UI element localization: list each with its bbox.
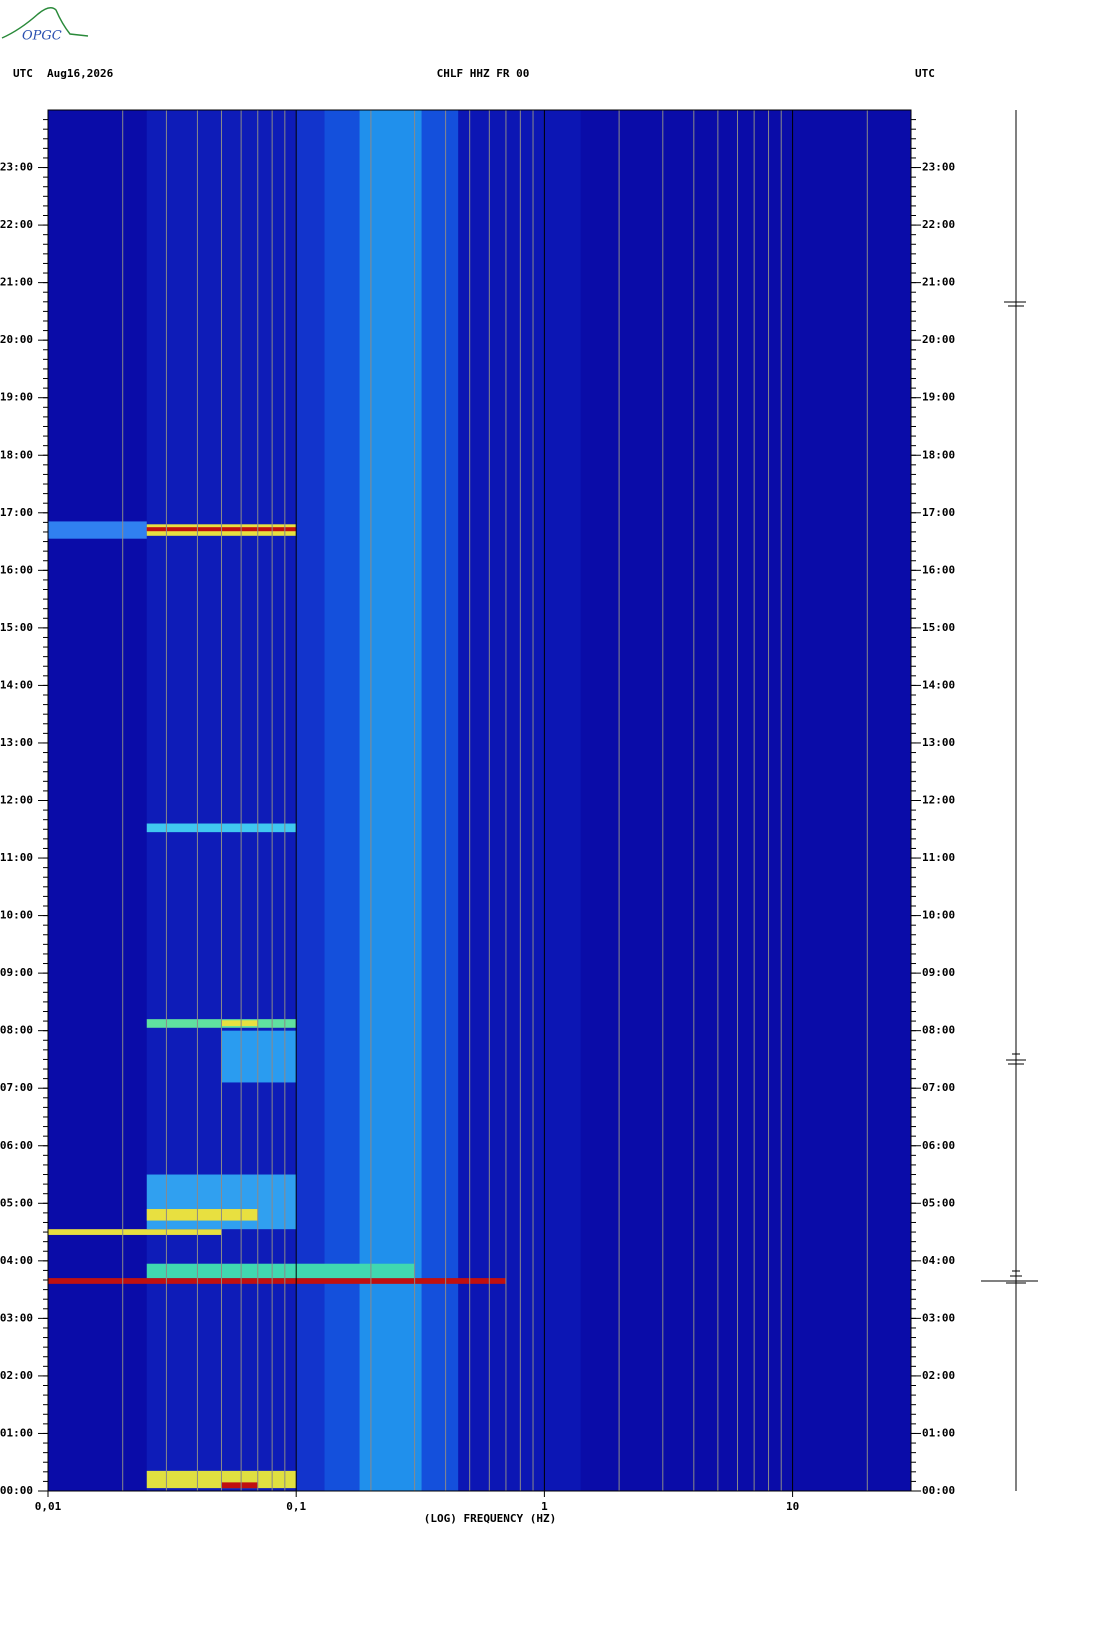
y-tick-label-right: 17:00 xyxy=(922,506,955,519)
spectral-band xyxy=(359,110,422,1491)
y-tick-label-right: 13:00 xyxy=(922,736,955,749)
y-tick-label-right: 16:00 xyxy=(922,563,955,576)
y-tick-label-right: 10:00 xyxy=(922,909,955,922)
y-tick-label: 15:00 xyxy=(0,621,33,634)
y-tick-label: 16:00 xyxy=(0,563,33,576)
y-tick-label-right: 04:00 xyxy=(922,1254,955,1267)
y-tick-label-right: 20:00 xyxy=(922,333,955,346)
x-tick-label: 0,1 xyxy=(286,1500,306,1513)
y-tick-label: 13:00 xyxy=(0,736,33,749)
logo: OPGC xyxy=(22,29,62,44)
spectral-band xyxy=(458,110,581,1491)
y-tick-label-right: 14:00 xyxy=(922,678,955,691)
y-tick-label: 00:00 xyxy=(0,1484,33,1497)
spectral-band xyxy=(221,1030,297,1083)
y-tick-label: 22:00 xyxy=(0,218,33,231)
y-tick-label-right: 12:00 xyxy=(922,794,955,807)
y-tick-label: 17:00 xyxy=(0,506,33,519)
date: Aug16,2026 xyxy=(47,67,114,80)
y-tick-label-right: 22:00 xyxy=(922,218,955,231)
y-tick-label: 23:00 xyxy=(0,161,33,174)
y-tick-label-right: 19:00 xyxy=(922,391,955,404)
y-tick-label-right: 08:00 xyxy=(922,1024,955,1037)
trace-event xyxy=(1006,1053,1026,1065)
spectral-band xyxy=(146,1263,415,1279)
y-tick-label: 01:00 xyxy=(0,1426,33,1439)
y-tick-label: 09:00 xyxy=(0,966,33,979)
spectral-band xyxy=(146,1209,258,1221)
logo-mark xyxy=(1,7,89,39)
y-tick-label: 14:00 xyxy=(0,678,33,691)
y-tick-label-right: 09:00 xyxy=(922,966,955,979)
y-tick-label: 12:00 xyxy=(0,794,33,807)
y-tick-label: 08:00 xyxy=(0,1024,33,1037)
y-tick-label-right: 03:00 xyxy=(922,1311,955,1324)
chart-title: CHLF HHZ FR 00 xyxy=(437,67,530,80)
y-tick-label-right: 23:00 xyxy=(922,161,955,174)
y-tick-label: 06:00 xyxy=(0,1139,33,1152)
y-tick-label-right: 02:00 xyxy=(922,1369,955,1382)
y-tick-label-right: 01:00 xyxy=(922,1426,955,1439)
y-tick-label-right: 15:00 xyxy=(922,621,955,634)
plot-area xyxy=(47,109,912,1492)
x-tick-label: 10 xyxy=(786,1500,799,1513)
trace-event xyxy=(981,1270,1038,1284)
x-tick-label: 0,01 xyxy=(35,1500,62,1513)
y-tick-label: 20:00 xyxy=(0,333,33,346)
header-left: UTC xyxy=(13,67,33,80)
y-tick-label: 11:00 xyxy=(0,851,33,864)
spectral-band xyxy=(48,1229,222,1235)
y-tick-label: 02:00 xyxy=(0,1369,33,1382)
trace-event xyxy=(1004,301,1026,307)
spectral-band xyxy=(48,1278,506,1284)
y-tick-label: 03:00 xyxy=(0,1311,33,1324)
x-axis-label: (LOG) FREQUENCY (HZ) xyxy=(424,1512,556,1525)
spectral-band xyxy=(296,110,325,1491)
y-tick-label-right: 07:00 xyxy=(922,1081,955,1094)
y-tick-label-right: 05:00 xyxy=(922,1196,955,1209)
y-tick-label: 04:00 xyxy=(0,1254,33,1267)
y-tick-label-right: 00:00 xyxy=(922,1484,955,1497)
header-right: UTC xyxy=(915,67,935,80)
seismogram xyxy=(981,110,1038,1491)
y-tick-label: 18:00 xyxy=(0,448,33,461)
spectral-band xyxy=(221,1020,258,1027)
spectral-band xyxy=(48,521,147,539)
y-tick-label: 19:00 xyxy=(0,391,33,404)
y-tick-label: 21:00 xyxy=(0,276,33,289)
y-tick-label-right: 11:00 xyxy=(922,851,955,864)
x-tick-label: 1 xyxy=(541,1500,548,1513)
y-tick-label: 05:00 xyxy=(0,1196,33,1209)
y-tick-label: 07:00 xyxy=(0,1081,33,1094)
y-tick-label-right: 21:00 xyxy=(922,276,955,289)
y-tick-label-right: 18:00 xyxy=(922,448,955,461)
spectral-band xyxy=(221,1482,258,1489)
y-tick-label-right: 06:00 xyxy=(922,1139,955,1152)
y-tick-label: 10:00 xyxy=(0,909,33,922)
